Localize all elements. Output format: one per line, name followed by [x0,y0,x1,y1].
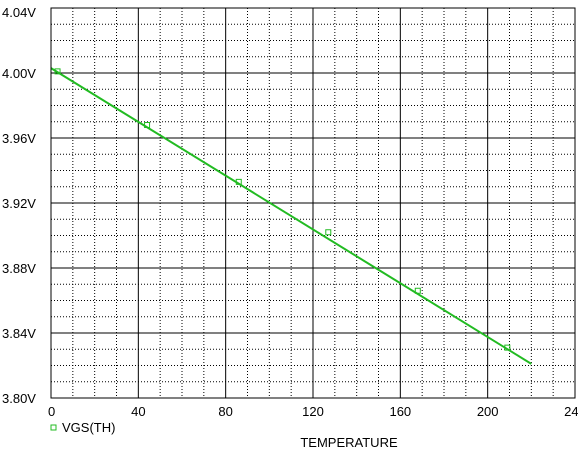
plot-frame [50,7,576,399]
x-tick-label: 0 [48,404,55,419]
legend: VGS(TH) [50,420,115,435]
data-point-marker [504,344,511,351]
legend-marker-vgs-th [50,424,57,431]
x-axis-title: TEMPERATURE [300,435,398,450]
series-line-vgs-th [50,67,532,365]
y-tick-label: 3.96V [2,131,36,146]
x-tick-label: 80 [218,404,232,419]
x-tick-label: 40 [131,404,145,419]
data-point-marker [414,287,421,294]
x-tick-label: 160 [389,404,411,419]
x-tick-label: 240 [564,404,578,419]
y-tick-label: 3.84V [2,326,36,341]
data-point-marker [325,229,332,236]
grid [51,8,575,398]
y-tick-label: 4.00V [2,66,36,81]
series-layer [50,67,532,365]
y-tick-label: 3.88V [2,261,36,276]
y-tick-label: 3.92V [2,196,36,211]
x-tick-label: 120 [302,404,324,419]
data-point-marker [54,68,61,75]
data-point-marker [235,178,242,185]
x-axis-ticks: 0 40 80 120 160 200 240 [48,404,578,419]
x-tick-label: 200 [477,404,499,419]
y-axis-ticks: 3.80V 3.84V 3.88V 3.92V 3.96V 4.00V 4.04V [2,5,36,406]
y-tick-label: 4.04V [2,5,36,20]
legend-label-vgs-th: VGS(TH) [62,420,115,435]
y-tick-label: 3.80V [2,391,36,406]
data-point-marker [144,122,151,128]
